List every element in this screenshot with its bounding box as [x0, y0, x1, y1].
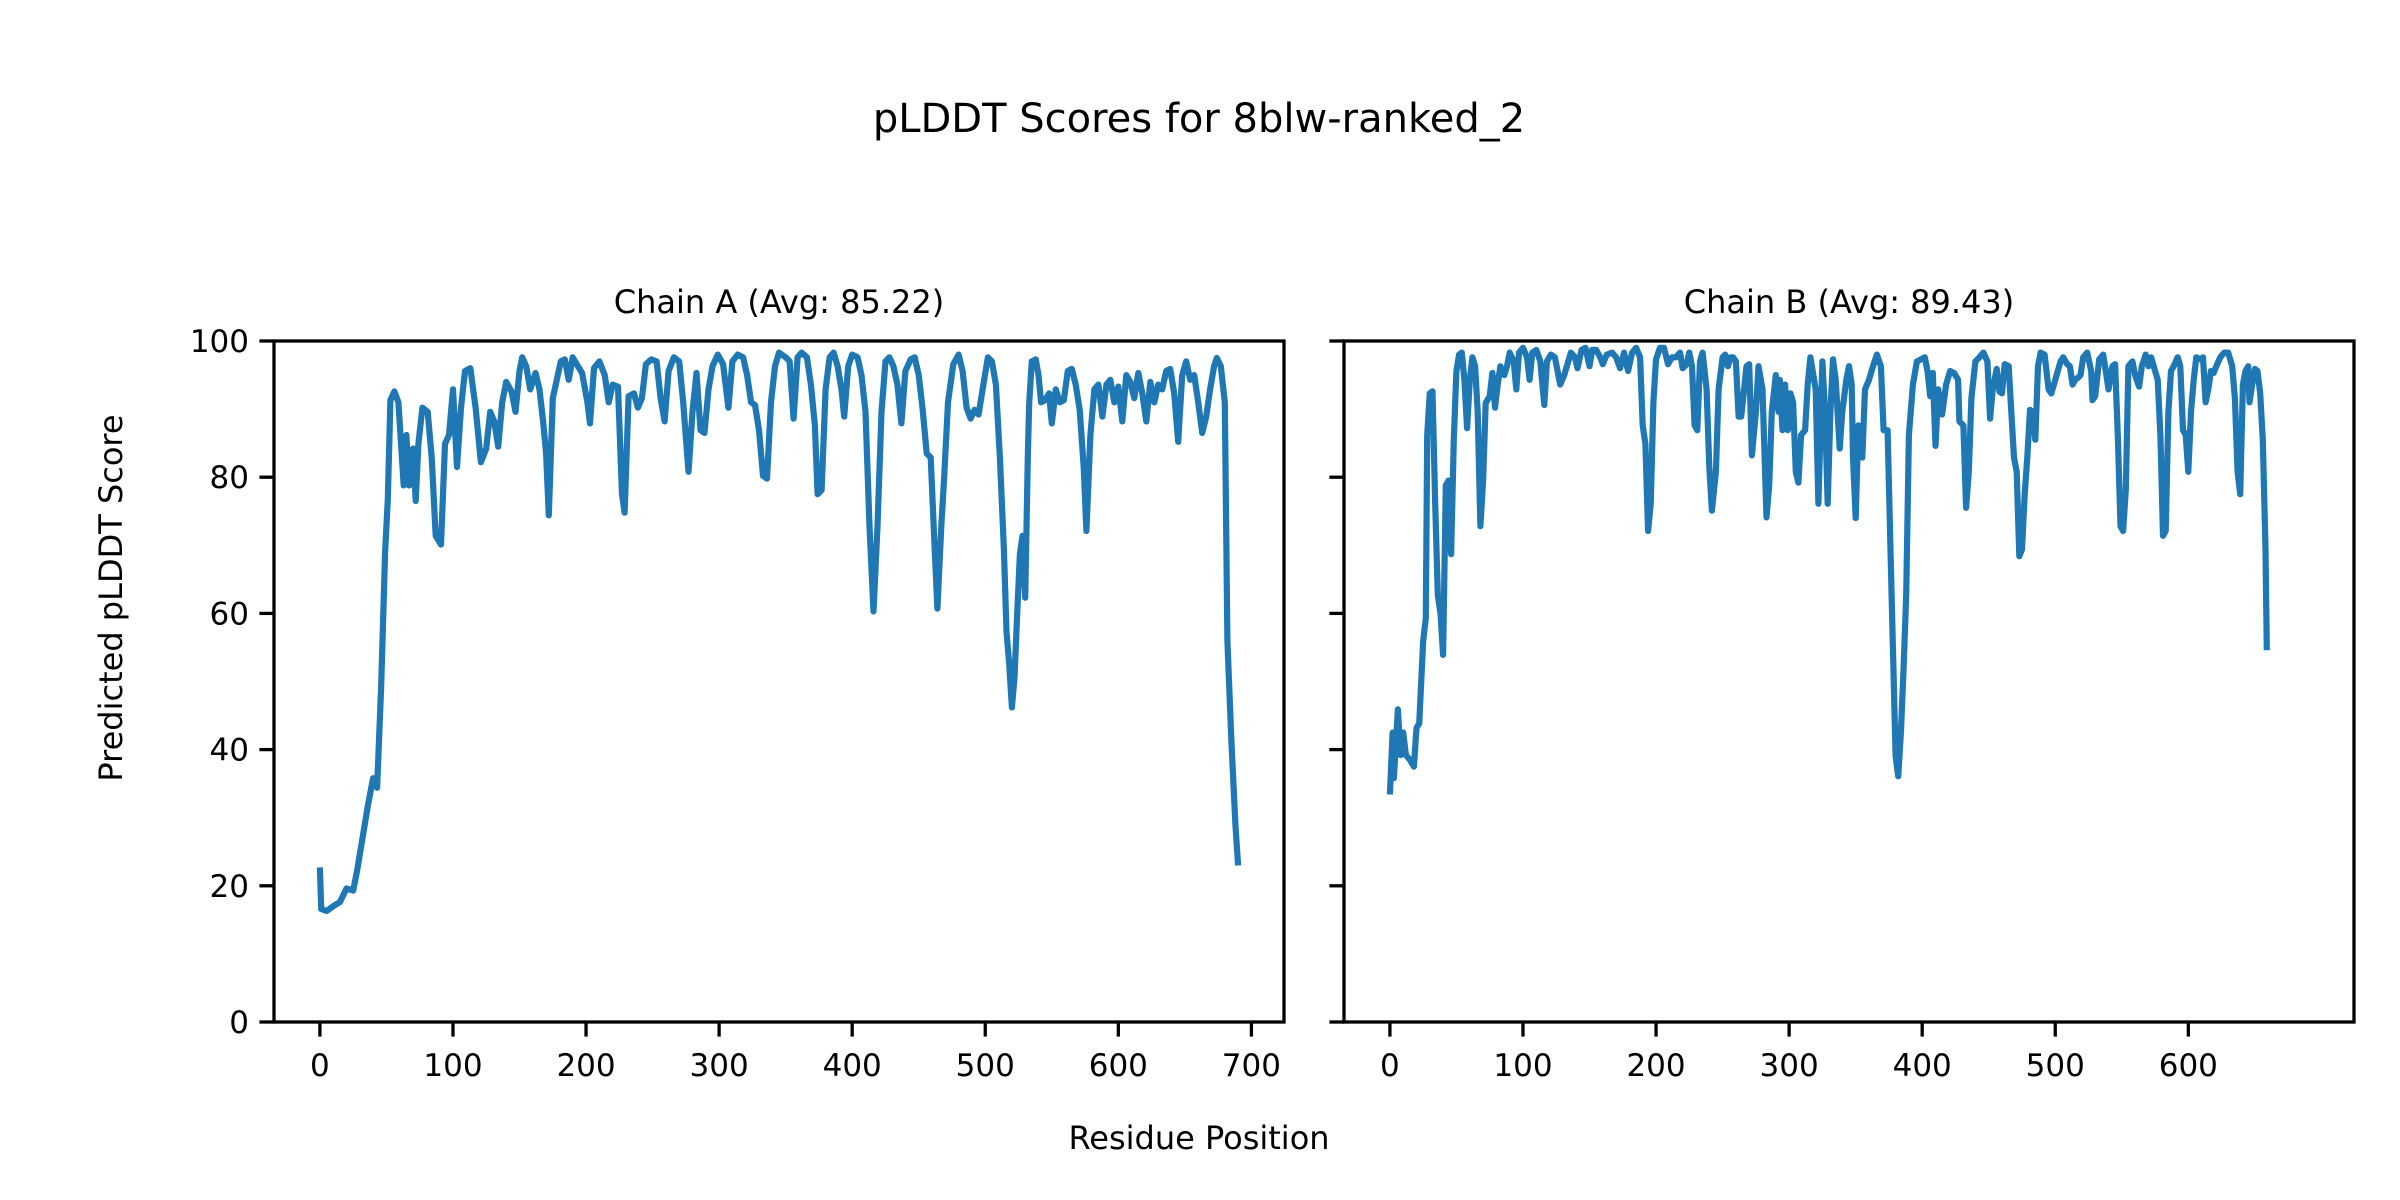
- x-tick-label: 300: [690, 1048, 749, 1084]
- x-tick-label: 100: [1493, 1048, 1552, 1084]
- y-tick-label: 60: [210, 596, 249, 632]
- figure-title: pLDDT Scores for 8blw-ranked_2: [873, 96, 1525, 142]
- y-tick-label: 20: [210, 869, 249, 905]
- x-tick-label: 600: [2159, 1048, 2218, 1084]
- x-axis-label: Residue Position: [1068, 1119, 1329, 1157]
- chain-a-plddt-line: [316, 349, 1242, 915]
- x-tick-label: 500: [2026, 1048, 2085, 1084]
- x-tick-label: 600: [1089, 1048, 1148, 1084]
- x-tick-label: 200: [1626, 1048, 1685, 1084]
- chain-a-axes-frame: [272, 339, 1286, 1024]
- x-tick-label: 700: [1222, 1048, 1281, 1084]
- y-tick-label: 100: [190, 324, 249, 360]
- y-tick-label: 80: [210, 460, 249, 496]
- x-tick-label: 100: [423, 1048, 482, 1084]
- x-tick-label: 200: [556, 1048, 615, 1084]
- x-tick-label: 500: [956, 1048, 1015, 1084]
- y-tick-label: 40: [210, 733, 249, 769]
- chain-a-panel: Chain A (Avg: 85.22) 0 100 200 300 400 500 600…: [190, 283, 1286, 1084]
- x-tick-label: 300: [1760, 1048, 1819, 1084]
- chain-b-axes-frame: [1342, 339, 2356, 1024]
- chain-a-title: Chain A (Avg: 85.22): [614, 283, 944, 321]
- x-tick-label: 400: [823, 1048, 882, 1084]
- y-tick-label: 0: [229, 1005, 249, 1041]
- chain-b-panel: Chain B (Avg: 89.43) 0 100 200 300 400 500 600: [1329, 283, 2356, 1084]
- x-tick-label: 400: [1893, 1048, 1952, 1084]
- chain-b-title: Chain B (Avg: 89.43): [1684, 283, 2015, 321]
- chain-b-plddt-line: [1386, 344, 2270, 795]
- x-tick-label: 0: [310, 1048, 330, 1084]
- x-tick-label: 0: [1380, 1048, 1400, 1084]
- y-axis-label: Predicted pLDDT Score: [92, 414, 130, 781]
